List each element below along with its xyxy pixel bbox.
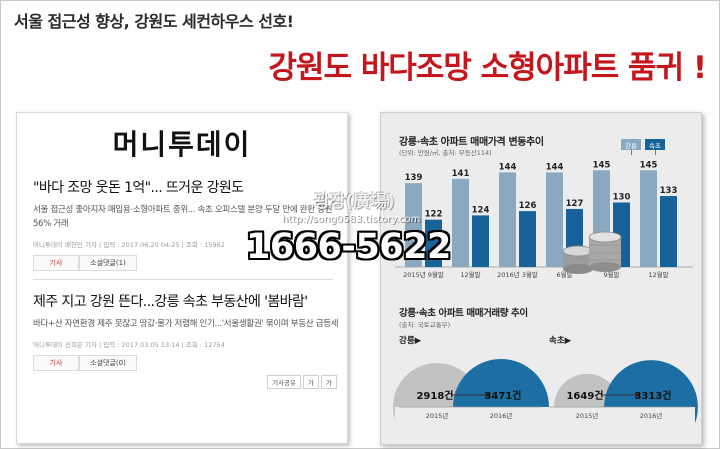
article-meta: 머니투데이 배현민 기자 | 입력 : 2017.06.20 04:25 | 조… [33, 241, 225, 249]
font-size-up-button[interactable]: 가 [321, 375, 337, 389]
value-label-2016: 3471건 [484, 389, 521, 402]
x-tick-label: 2015년 [426, 411, 449, 420]
coin-stack [562, 231, 622, 274]
region-label: 속초▶ [549, 335, 572, 346]
bar-value-label: 139 [405, 173, 423, 183]
arrow-head [635, 392, 641, 398]
bubble-mask [545, 407, 695, 444]
x-tick-label: 2016년 [640, 411, 663, 420]
page-subtitle: 서울 접근성 향상, 강원도 세컨하우스 선호! [14, 12, 294, 31]
infographic-card: 강릉·속초 아파트 매매가격 변동추이 (단위: 만원/㎡, 출처: 부동산11… [380, 112, 702, 445]
x-tick-label: 2016년 3월말 [497, 270, 538, 279]
newspaper-logo: 머니투데이 [112, 128, 252, 161]
social-comments-tab[interactable]: 소셜댓글(1) [79, 255, 137, 271]
legend-marker [655, 150, 656, 155]
bar-sokcho [660, 196, 677, 267]
article-summary: 서울 접근성 좋아지자 매입용·소형아파트 중위... 속초 오피스텔 분양 두… [33, 205, 333, 229]
bar-sokcho [472, 215, 489, 267]
bar-value-label: 144 [499, 162, 517, 172]
article-actions: 기사 소셜댓글(1) [33, 255, 341, 271]
legend-gangneung: 강릉 [621, 139, 641, 150]
x-tick-label: 12월말 [460, 270, 480, 279]
bar-gangneung [405, 183, 422, 267]
arrow-head [485, 392, 491, 398]
coins-illustration [562, 231, 622, 274]
news-clipping-card: 머니투데이 "바다 조망 웃돈 1억"... 뜨거운 강원도 서울 접근성 좋아… [16, 112, 348, 444]
price-chart-title: 강릉·속초 아파트 매매가격 변동추이 [399, 137, 544, 148]
bar-value-label: 127 [566, 199, 584, 209]
legend-sokcho: 속초 [645, 139, 665, 150]
watermark-blog-name: 광장(廣場) [314, 192, 395, 212]
price-bar-chart: 139 122 2015년 9월말 141 124 12월말 144 126 2016년 3월말… [395, 160, 693, 279]
volume-chart-subtitle: (출처: 국토교통부) [399, 321, 451, 329]
article-summary: 바다+산 자연환경 제주 못잖고 땅값·물가 저렴해 인기...'서울생활권' … [33, 319, 339, 329]
bubble-mask [395, 407, 545, 444]
x-tick-label: 12월말 [648, 270, 668, 279]
price-chart-subtitle: (단위: 만원/㎡, 출처: 부동산114) [399, 149, 492, 157]
article-title[interactable]: "바다 조망 웃돈 1억"... 뜨거운 강원도 [33, 180, 244, 196]
share-tools: 기사공유 가 가 [267, 375, 337, 389]
x-tick-label: 2015년 [576, 411, 599, 420]
bar-sokcho [425, 219, 442, 267]
x-tick-label: 9월말 [603, 270, 619, 279]
bar-value-label: 145 [640, 160, 658, 170]
volume-chart-title: 강릉·속초 아파트 매매거래량 추이 [399, 308, 528, 319]
bar-value-label: 130 [613, 193, 631, 203]
value-label-2015: 1649건 [566, 389, 603, 402]
article-meta: 머니투데이 신희은 기자 | 입력 : 2017.03.05 13:14 | 조… [33, 341, 225, 349]
news-article: 제주 지고 강원 뜬다...강릉 속초 부동산에 '봄바람' 바다+산 자연환경… [33, 291, 341, 371]
social-comments-tab[interactable]: 소셜댓글(0) [79, 355, 137, 371]
bar-value-label: 122 [425, 210, 443, 220]
bar-value-label: 124 [472, 205, 490, 215]
bar-value-label: 144 [546, 162, 564, 172]
article-title[interactable]: 제주 지고 강원 뜬다...강릉 속초 부동산에 '봄바람' [33, 294, 308, 310]
article-tab[interactable]: 기사 [33, 255, 79, 271]
bar-gangneung [452, 178, 469, 267]
value-label-2015: 2918건 [416, 389, 453, 402]
article-actions: 기사 소셜댓글(0) [33, 355, 341, 371]
watermark-url: http://song0583.tistory.com [282, 214, 421, 225]
bar-gangneung [499, 172, 516, 267]
bar-gangneung [546, 172, 563, 267]
page-headline: 강원도 바다조망 소형아파트 품귀 ! [268, 50, 707, 86]
divider [33, 279, 333, 280]
x-tick-label: 6월말 [556, 270, 572, 279]
share-button[interactable]: 기사공유 [267, 375, 302, 389]
phone-number-overlay: 1666-5622 [246, 227, 451, 267]
volume-bubble-chart: 강릉▶ 2918건 3471건 2015년 2016년 속초▶ 1649건 3313건 2015… [393, 335, 698, 444]
legend-marker [631, 150, 632, 155]
region-label: 강릉▶ [399, 335, 422, 346]
x-tick-label: 2015년 9월말 [403, 270, 444, 279]
bar-sokcho [519, 211, 536, 267]
x-tick-label: 2016년 [490, 411, 513, 420]
bar-gangneung [640, 170, 657, 267]
bar-value-label: 133 [660, 186, 678, 196]
font-size-down-button[interactable]: 가 [303, 375, 320, 389]
value-label-2016: 3313건 [634, 389, 671, 402]
bar-value-label: 126 [519, 201, 537, 211]
bar-value-label: 141 [452, 169, 470, 179]
bar-value-label: 145 [593, 160, 611, 170]
article-tab[interactable]: 기사 [33, 355, 79, 371]
news-article: "바다 조망 웃돈 1억"... 뜨거운 강원도 서울 접근성 좋아지자 매입용… [33, 177, 341, 271]
